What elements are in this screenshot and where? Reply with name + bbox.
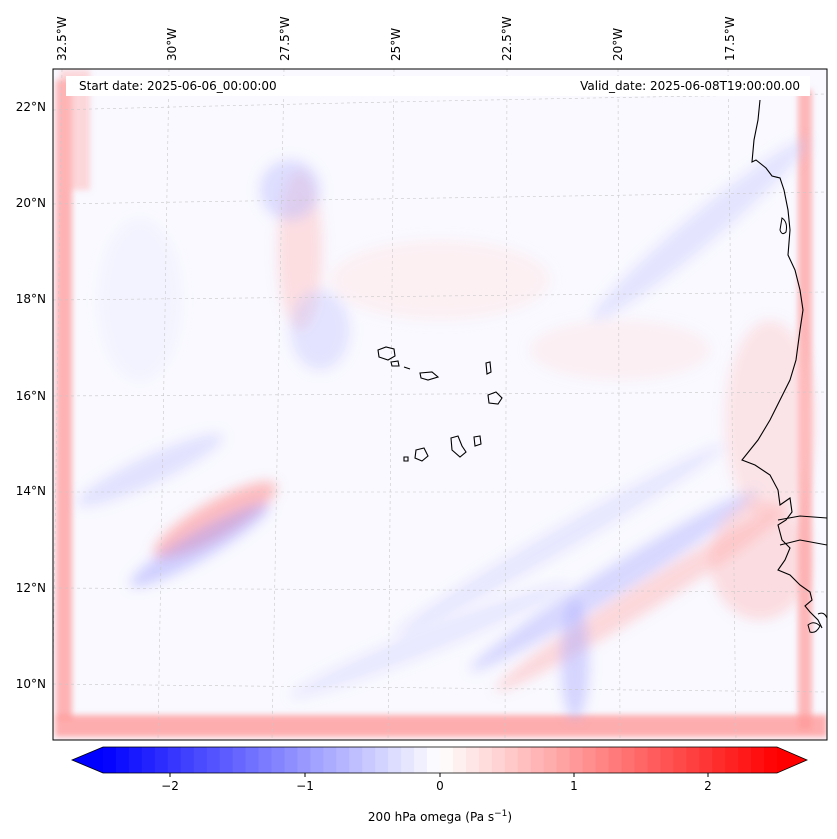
colorbar-extend-max — [777, 747, 807, 773]
africa-island — [807, 622, 821, 633]
colorbar-segment — [128, 747, 143, 773]
colorbar-segment — [621, 747, 636, 773]
lat-label: 10°N — [16, 677, 46, 691]
colorbar-segment — [556, 747, 571, 773]
colorbar-extend-min — [72, 747, 103, 773]
africa-island — [817, 612, 827, 619]
lat-label: 12°N — [16, 581, 46, 595]
colorbar-segment — [530, 747, 545, 773]
gridlines — [53, 69, 827, 740]
map-field — [53, 69, 827, 740]
latitude-labels: 22°N 20°N 18°N 16°N 14°N 12°N 10°N — [16, 100, 46, 691]
colorbar-segment — [647, 747, 661, 773]
colorbar-segment — [193, 747, 208, 773]
colorbar-segment — [103, 747, 117, 773]
colorbar-segment — [232, 747, 247, 773]
colorbar-segment — [401, 747, 415, 773]
colorbar-segment — [764, 747, 778, 773]
colorbar-outline — [70, 746, 809, 774]
colorbar-segment — [115, 747, 130, 773]
colorbar-segment — [440, 747, 454, 773]
colorbar-segment — [297, 747, 311, 773]
lon-label: 17.5°W — [723, 16, 737, 61]
africa-coastline — [741, 99, 823, 629]
colorbar-ticks: −2 −1 0 1 2 — [161, 773, 712, 793]
colorbar-segment — [478, 747, 493, 773]
colorbar-segment — [543, 747, 558, 773]
cape-verde-islands — [377, 346, 503, 462]
colorbar-segment — [271, 747, 286, 773]
colorbar-segment — [725, 747, 739, 773]
longitude-labels: 32.5°W 30°W 27.5°W 25°W 22.5°W 20°W 17.5… — [55, 16, 737, 61]
colorbar-segment — [569, 747, 584, 773]
colorbar-segment — [595, 747, 610, 773]
colorbar-segment — [738, 747, 752, 773]
colorbar-segment — [310, 747, 324, 773]
colorbar-segment — [375, 747, 389, 773]
africa-inlet — [777, 515, 827, 521]
header-band — [66, 76, 810, 96]
colorbar-segment — [349, 747, 363, 773]
colorbar-tick: 0 — [436, 779, 444, 793]
colorbar-segment — [699, 747, 713, 773]
colorbar-segment — [414, 747, 428, 773]
start-date: Start date: 2025-06-06_00:00:00 — [79, 79, 277, 93]
africa-inlet — [779, 539, 827, 546]
colorbar-segment — [673, 747, 687, 773]
colorbar-segment — [751, 747, 765, 773]
colorbar-tick: 2 — [704, 779, 712, 793]
colorbar-segment — [362, 747, 376, 773]
colorbar-segment — [180, 747, 195, 773]
colorbar-segment — [219, 747, 234, 773]
colorbar-segment — [660, 747, 674, 773]
colorbar-segment — [206, 747, 221, 773]
colorbar-segment — [167, 747, 182, 773]
lon-label: 25°W — [389, 28, 403, 61]
colorbar-segment — [258, 747, 273, 773]
colorbar-segment — [465, 747, 480, 773]
colorbar-segment — [712, 747, 726, 773]
colorbar-segment — [517, 747, 532, 773]
lon-label: 32.5°W — [55, 16, 69, 61]
lat-label: 18°N — [16, 292, 46, 306]
lon-label: 20°W — [611, 28, 625, 61]
map-frame — [52, 68, 828, 741]
colorbar-segment — [284, 747, 299, 773]
colorbar — [70, 746, 809, 774]
colorbar-segment — [323, 747, 337, 773]
africa-coast-detail — [779, 217, 787, 235]
colorbar-tick: −1 — [296, 779, 314, 793]
lat-label: 22°N — [16, 100, 46, 114]
colorbar-segment — [582, 747, 597, 773]
colorbar-segment — [634, 747, 648, 773]
lon-label: 30°W — [165, 28, 179, 61]
colorbar-segment — [427, 747, 441, 773]
colorbar-label: 200 hPa omega (Pa s−1) — [368, 809, 512, 824]
lat-label: 20°N — [16, 196, 46, 210]
colorbar-segment — [452, 747, 467, 773]
lon-label: 27.5°W — [278, 16, 292, 61]
lat-label: 14°N — [16, 484, 46, 498]
colorbar-segment — [141, 747, 156, 773]
colorbar-segment — [608, 747, 623, 773]
colorbar-segment — [245, 747, 260, 773]
colorbar-segment — [388, 747, 402, 773]
colorbar-tick: 1 — [570, 779, 578, 793]
colorbar-segment — [491, 747, 506, 773]
colorbar-tick: −2 — [161, 779, 179, 793]
colorbar-segment — [504, 747, 519, 773]
colorbar-segment — [686, 747, 700, 773]
colorbar-segment — [154, 747, 169, 773]
lon-label: 22.5°W — [500, 16, 514, 61]
valid-date: Valid_date: 2025-06-08T19:00:00.00 — [580, 79, 800, 93]
lat-label: 16°N — [16, 389, 46, 403]
colorbar-segment — [336, 747, 350, 773]
